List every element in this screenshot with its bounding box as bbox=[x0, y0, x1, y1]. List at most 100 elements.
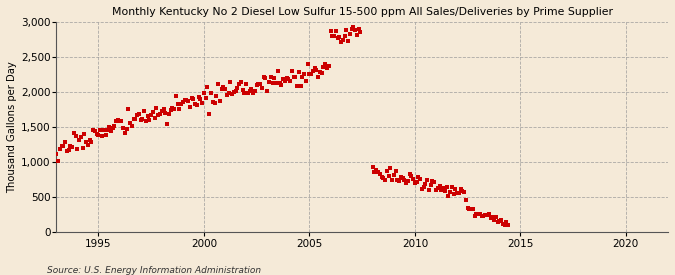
Point bbox=[379, 178, 390, 182]
Point bbox=[487, 215, 497, 220]
Point bbox=[139, 109, 150, 113]
Point bbox=[290, 75, 301, 79]
Point bbox=[160, 111, 171, 115]
Point bbox=[107, 126, 118, 131]
Point bbox=[123, 106, 134, 111]
Y-axis label: Thousand Gallons per Day: Thousand Gallons per Day bbox=[7, 61, 17, 193]
Point bbox=[483, 211, 494, 216]
Point bbox=[369, 169, 380, 174]
Point bbox=[117, 126, 128, 131]
Point bbox=[144, 118, 155, 122]
Point bbox=[348, 24, 359, 29]
Point bbox=[126, 124, 137, 128]
Point bbox=[116, 119, 127, 123]
Point bbox=[183, 99, 194, 104]
Point bbox=[134, 111, 144, 116]
Point bbox=[72, 146, 83, 151]
Point bbox=[181, 98, 192, 102]
Point bbox=[200, 96, 211, 100]
Point bbox=[317, 70, 327, 75]
Point bbox=[323, 64, 334, 68]
Point bbox=[111, 119, 122, 123]
Point bbox=[251, 83, 262, 87]
Point bbox=[61, 148, 72, 153]
Point bbox=[387, 178, 398, 182]
Point bbox=[413, 174, 424, 179]
Point bbox=[70, 134, 81, 138]
Point bbox=[433, 186, 443, 191]
Point bbox=[174, 107, 185, 111]
Point bbox=[288, 75, 299, 79]
Point bbox=[262, 89, 273, 93]
Point bbox=[230, 89, 241, 93]
Point bbox=[441, 185, 452, 189]
Point bbox=[281, 76, 292, 81]
Point bbox=[267, 81, 278, 86]
Point bbox=[455, 186, 466, 191]
Point bbox=[311, 68, 322, 72]
Point bbox=[209, 101, 220, 106]
Point bbox=[169, 107, 180, 112]
Point bbox=[104, 124, 115, 129]
Point bbox=[459, 190, 470, 194]
Point bbox=[332, 35, 343, 40]
Point bbox=[340, 34, 350, 39]
Point bbox=[253, 82, 264, 87]
Point bbox=[176, 102, 186, 106]
Point bbox=[178, 99, 188, 104]
Point bbox=[276, 82, 287, 87]
Point bbox=[481, 213, 492, 218]
Point bbox=[239, 90, 250, 95]
Point bbox=[223, 91, 234, 95]
Point bbox=[321, 66, 332, 70]
Point bbox=[197, 101, 208, 105]
Point bbox=[346, 27, 357, 31]
Point bbox=[471, 211, 482, 216]
Point bbox=[167, 106, 178, 110]
Point bbox=[151, 106, 162, 110]
Point bbox=[109, 123, 119, 128]
Point bbox=[437, 185, 448, 190]
Point bbox=[190, 101, 200, 106]
Point bbox=[350, 28, 360, 33]
Point bbox=[302, 62, 313, 67]
Point bbox=[334, 35, 345, 39]
Point bbox=[439, 188, 450, 193]
Point bbox=[325, 29, 336, 34]
Point bbox=[184, 105, 195, 109]
Point bbox=[450, 187, 461, 191]
Point bbox=[192, 102, 202, 107]
Point bbox=[295, 84, 306, 88]
Point bbox=[165, 107, 176, 112]
Point bbox=[327, 34, 338, 39]
Point bbox=[158, 106, 169, 111]
Point bbox=[97, 134, 107, 139]
Point bbox=[88, 128, 99, 133]
Point bbox=[466, 207, 477, 211]
Point bbox=[232, 86, 243, 90]
Point bbox=[188, 97, 199, 101]
Point bbox=[234, 81, 244, 86]
Point bbox=[469, 214, 480, 218]
Point bbox=[492, 220, 503, 224]
Point bbox=[153, 113, 163, 117]
Point bbox=[157, 108, 167, 113]
Point bbox=[344, 31, 355, 36]
Point bbox=[172, 102, 183, 106]
Point bbox=[259, 75, 269, 79]
Point bbox=[330, 29, 341, 33]
Point bbox=[58, 144, 69, 148]
Point bbox=[279, 79, 290, 83]
Point bbox=[315, 70, 325, 75]
Point bbox=[320, 62, 331, 66]
Point bbox=[397, 175, 408, 180]
Point bbox=[125, 121, 136, 125]
Point bbox=[269, 75, 279, 80]
Point bbox=[468, 207, 479, 212]
Point bbox=[81, 140, 92, 144]
Point bbox=[392, 178, 403, 182]
Point bbox=[82, 142, 93, 147]
Point bbox=[425, 183, 436, 188]
Point bbox=[294, 69, 304, 74]
Point bbox=[221, 92, 232, 97]
